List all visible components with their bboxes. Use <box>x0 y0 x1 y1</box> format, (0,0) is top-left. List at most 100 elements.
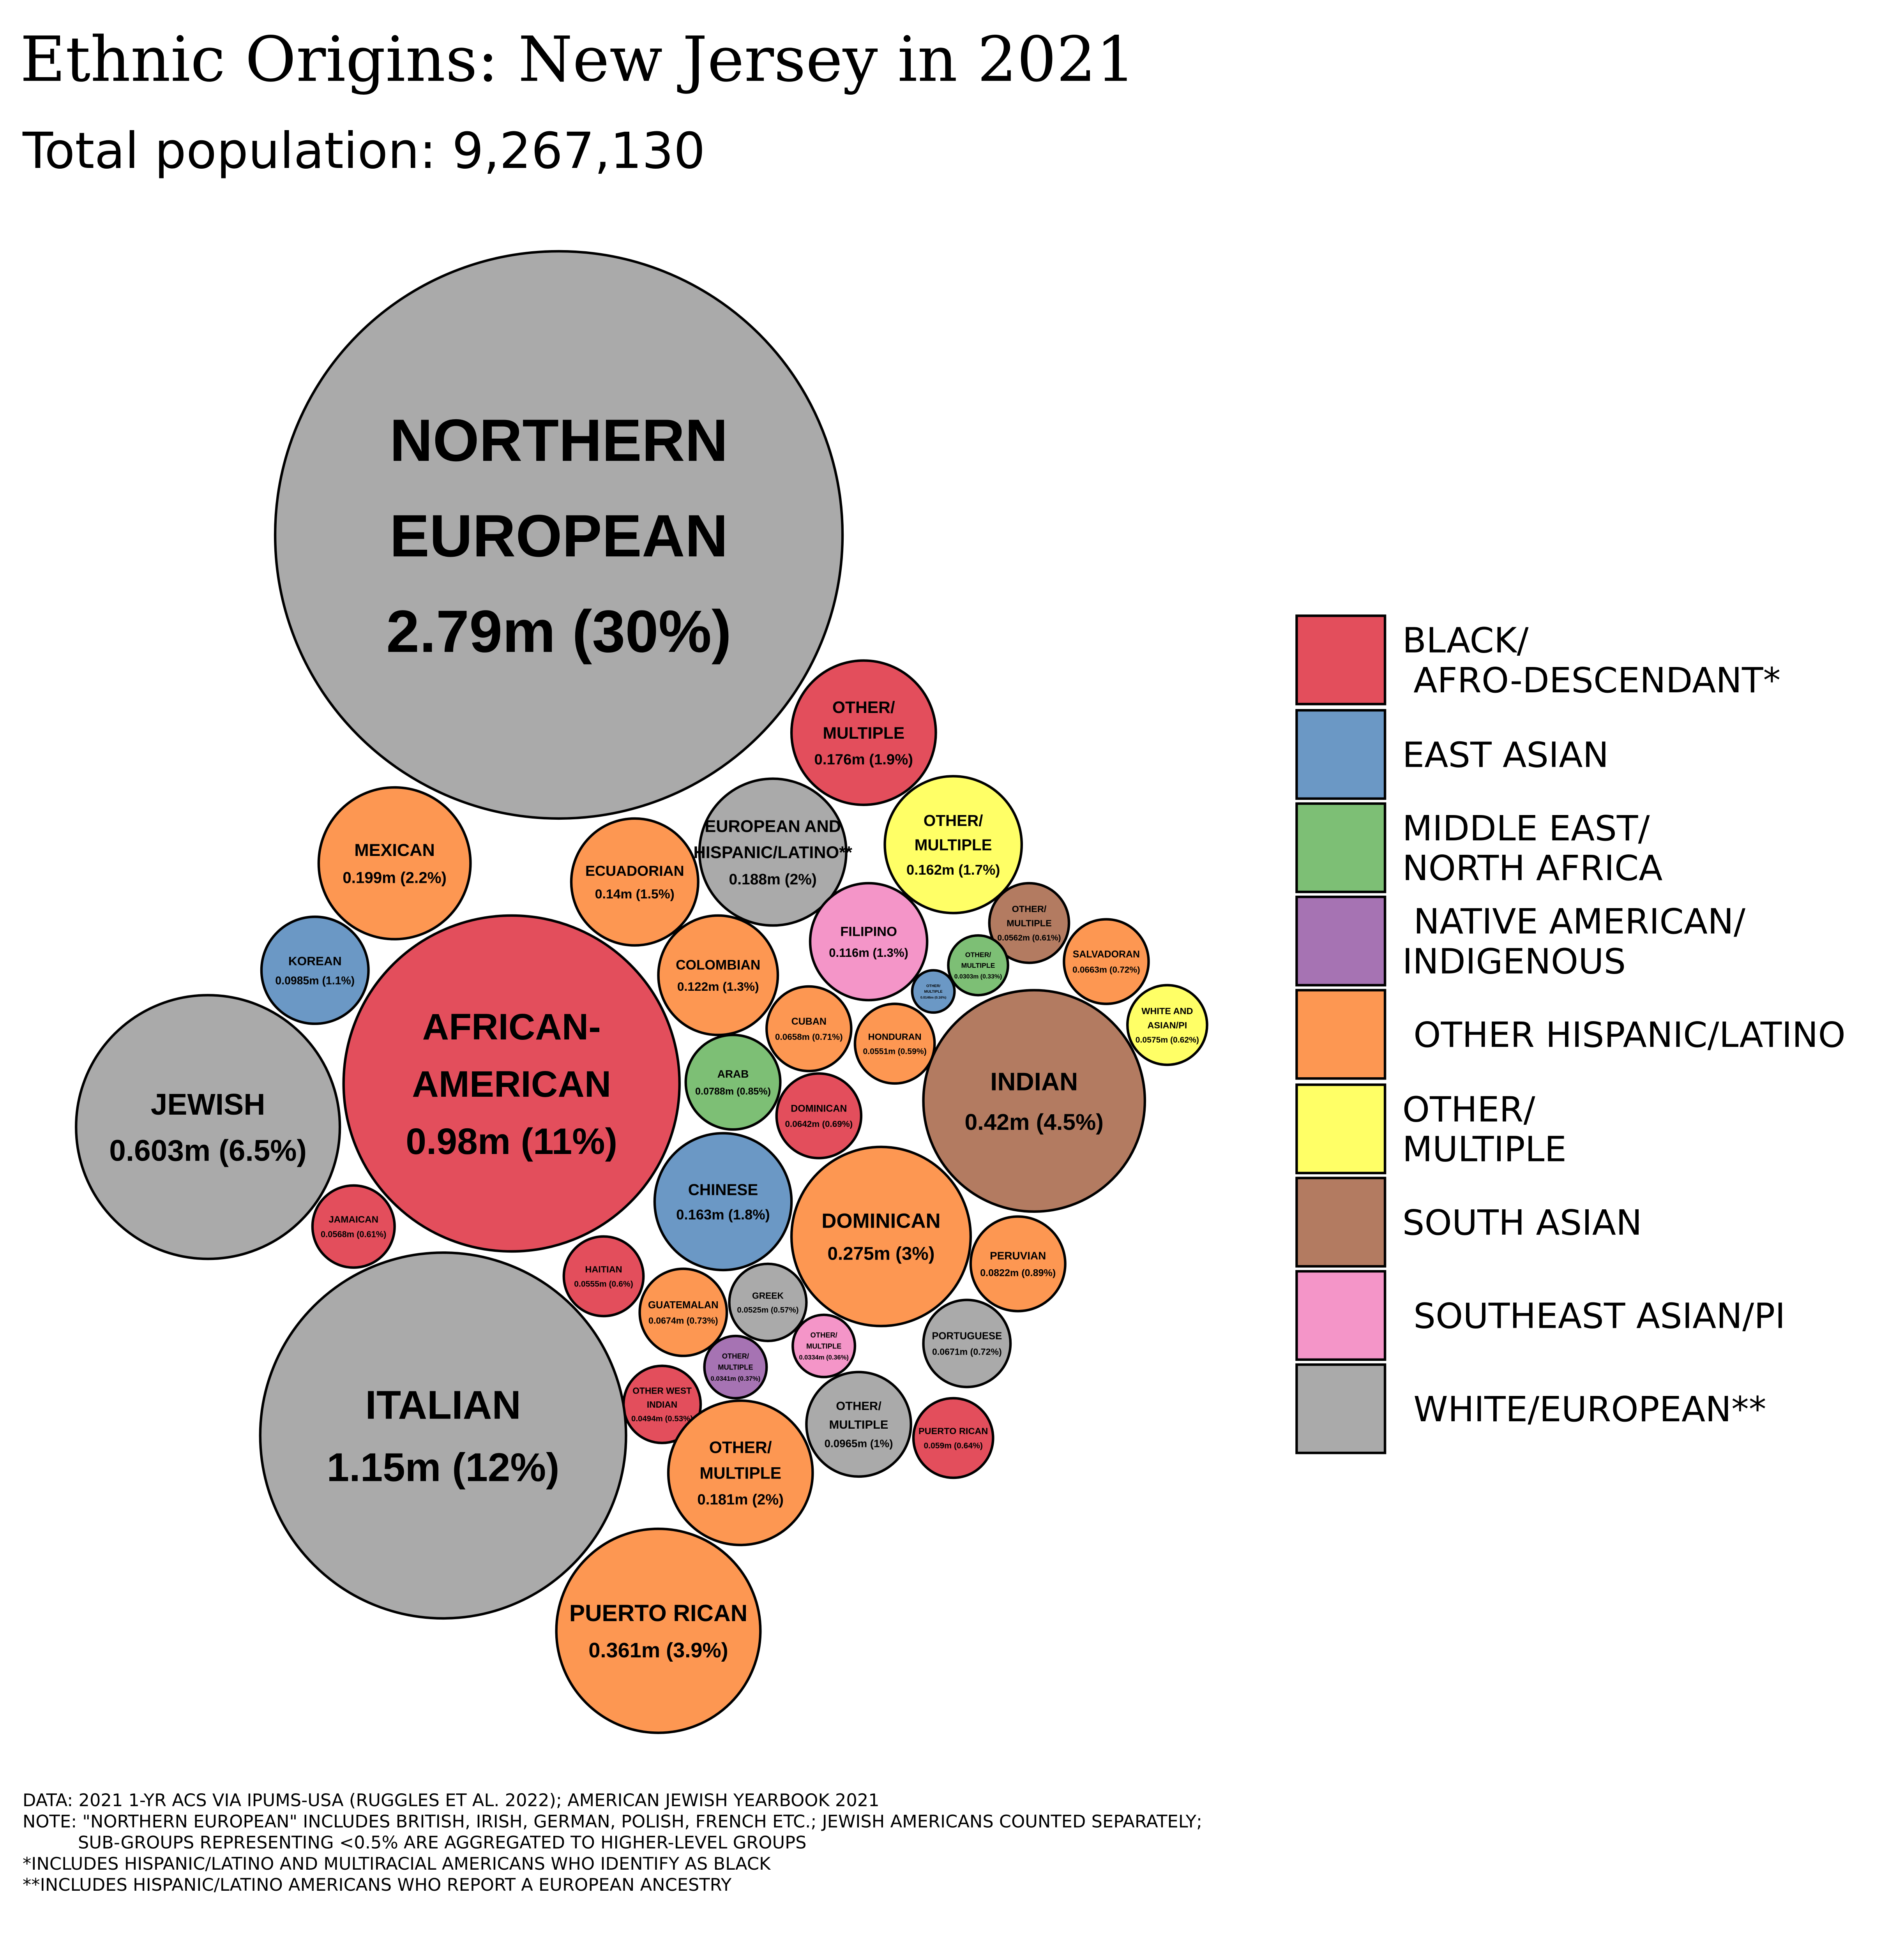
legend-label: INDIGENOUS <box>1402 941 1626 982</box>
legend-swatch <box>1295 895 1386 986</box>
bubble: OTHER WEST INDIAN 0.0494m (0.53%) <box>622 1364 702 1444</box>
legend-item-white: WHITE/EUROPEAN** <box>1295 1363 1766 1454</box>
legend-item-eastasian: EAST ASIAN <box>1295 709 1609 800</box>
bubble-circle <box>311 1184 396 1269</box>
bubble: EUROPEAN AND HISPANIC/LATINO** 0.188m (2%) <box>693 777 852 927</box>
bubble: DOMINICAN 0.0642m (0.69%) <box>775 1072 863 1159</box>
legend-item-native: NATIVE AMERICAN/INDIGENOUS <box>1295 895 1746 986</box>
bubble-name-label: OTHER/ <box>924 812 983 829</box>
legend-label: EAST ASIAN <box>1402 735 1609 775</box>
footnote: **INCLUDES HISPANIC/LATINO AMERICANS WHO… <box>23 1875 732 1895</box>
bubble-name-label: MEXICAN <box>354 840 435 860</box>
bubble-circle <box>988 882 1070 964</box>
bubble-value-label: 0.0822m (0.89%) <box>980 1268 1056 1279</box>
legend: BLACK/ AFRO-DESCENDANT* EAST ASIAN MIDDLE … <box>1295 614 1846 1454</box>
legend-label: SOUTHEAST ASIAN/PI <box>1402 1296 1786 1336</box>
footnote: DATA: 2021 1-YR ACS VIA IPUMS-USA (RUGGL… <box>23 1790 880 1810</box>
legend-label: SOUTH ASIAN <box>1402 1203 1642 1243</box>
bubble-value-label: 0.176m (1.9%) <box>814 751 913 768</box>
bubble-value-label: 0.162m (1.7%) <box>906 862 1000 878</box>
legend-item-black: BLACK/ AFRO-DESCENDANT* <box>1295 614 1780 706</box>
bubble-name-label: OTHER/ <box>965 951 991 959</box>
bubble-value-label: 0.98m (11%) <box>406 1121 617 1162</box>
bubble: ARAB 0.0788m (0.85%) <box>684 1034 782 1131</box>
bubble-value-label: 0.059m (0.64%) <box>924 1442 983 1450</box>
bubble-value-label: 0.14m (1.5%) <box>595 887 675 902</box>
bubble-name-label: GREEK <box>752 1290 784 1300</box>
chart-subtitle: Total population: 9,267,130 <box>22 122 705 180</box>
bubble-circle <box>775 1072 863 1159</box>
legend-label: BLACK/ <box>1402 621 1529 661</box>
bubble: GUATEMALAN 0.0674m (0.73%) <box>638 1267 728 1357</box>
bubble-circle <box>883 775 1023 914</box>
bubble-name-label: ASIAN/PI <box>1147 1020 1187 1030</box>
legend-label: WHITE/EUROPEAN** <box>1402 1389 1766 1430</box>
bubble-value-label: 0.603m (6.5%) <box>109 1135 307 1168</box>
bubble-value-label: 0.0658m (0.71%) <box>775 1032 843 1042</box>
legend-swatch <box>1295 802 1386 893</box>
bubble-name-label: PERUVIAN <box>990 1249 1046 1262</box>
bubble: HAITIAN 0.0555m (0.6%) <box>562 1235 645 1318</box>
bubble: SALVADORAN 0.0663m (0.72%) <box>1063 918 1150 1005</box>
bubble-name-label: HISPANIC/LATINO** <box>693 843 852 862</box>
bubble-circle <box>790 1145 972 1327</box>
bubble-value-label: 0.0788m (0.85%) <box>695 1086 771 1097</box>
bubble-name-label: MULTIPLE <box>961 962 995 969</box>
legend-swatch <box>1295 989 1386 1080</box>
bubble-name-label: COLOMBIAN <box>676 958 760 973</box>
bubble: PUERTO RICAN 0.059m (0.64%) <box>912 1397 994 1479</box>
bubble-circle <box>259 1251 627 1620</box>
bubble-value-label: 1.15m (12%) <box>327 1445 560 1490</box>
bubble-name-label: MULTIPLE <box>699 1464 781 1483</box>
bubble-name-label: OTHER/ <box>836 1399 881 1413</box>
bubble-value-label: 0.122m (1.3%) <box>677 979 759 993</box>
bubble-circle <box>911 969 956 1014</box>
bubble: OTHER/MULTIPLE 0.0965m (1%) <box>805 1371 912 1478</box>
bubble-circle <box>790 659 937 806</box>
bubble-name-label: HONDURAN <box>868 1032 922 1042</box>
bubble-name-label: OTHER/ <box>722 1352 749 1360</box>
bubble-name-label: ECUADORIAN <box>585 863 684 879</box>
bubble-value-label: 0.0341m (0.37%) <box>711 1375 761 1382</box>
bubble-circle <box>853 1002 936 1085</box>
bubble: WHITE AND ASIAN/PI 0.0575m (0.62%) <box>1126 984 1208 1066</box>
bubble-circle <box>555 1527 762 1734</box>
bubble-value-label: 0.0525m (0.57%) <box>737 1306 798 1315</box>
bubble-circle <box>922 989 1146 1213</box>
legend-label: OTHER HISPANIC/LATINO <box>1402 1015 1846 1055</box>
bubbles: NORTHERN EUROPEAN 2.79m (30%) OTHER/MULTIPL… <box>75 250 1208 1734</box>
bubble-name-label: MULTIPLE <box>924 990 943 994</box>
bubble-name-label: JAMAICAN <box>329 1214 378 1225</box>
bubble-value-label: 0.361m (3.9%) <box>588 1639 728 1662</box>
bubble-name-label: MULTIPLE <box>829 1418 888 1431</box>
bubble-value-label: 0.0575m (0.62%) <box>1136 1036 1199 1045</box>
bubble: DOMINICAN 0.275m (3%) <box>790 1145 972 1327</box>
bubble: JAMAICAN 0.0568m (0.61%) <box>311 1184 396 1269</box>
legend-label: AFRO-DESCENDANT* <box>1402 660 1780 701</box>
bubble-name-label: GUATEMALAN <box>648 1300 719 1311</box>
bubble-name-label: MULTIPLE <box>915 836 992 854</box>
bubble-circle <box>947 934 1009 997</box>
bubble: COLOMBIAN 0.122m (1.3%) <box>657 914 779 1036</box>
bubble-name-label: DOMINICAN <box>821 1210 940 1233</box>
bubble-value-label: 0.0674m (0.73%) <box>648 1316 718 1326</box>
bubble-name-label: ARAB <box>717 1068 749 1080</box>
bubble-value-label: 2.79m (30%) <box>386 598 731 665</box>
bubble-circle <box>75 994 341 1260</box>
bubble: PORTUGUESE 0.0671m (0.72%) <box>922 1299 1012 1389</box>
bubble-value-label: 0.0568m (0.61%) <box>321 1230 386 1239</box>
bubble-value-label: 0.42m (4.5%) <box>965 1110 1104 1135</box>
bubble-name-label: MULTIPLE <box>718 1363 753 1371</box>
bubble-name-label: WHITE AND <box>1141 1006 1193 1016</box>
bubble-name-label: INDIAN <box>647 1399 677 1410</box>
bubble: OTHER/MULTIPLE 0.0303m (0.33%) <box>947 934 1009 997</box>
bubble: ECUADORIAN 0.14m (1.5%) <box>570 817 699 947</box>
bubble-circle <box>728 1262 808 1343</box>
bubble-circle <box>805 1371 912 1478</box>
bubble-name-label: ITALIAN <box>365 1383 521 1427</box>
bubble-name-label: PORTUGUESE <box>932 1331 1002 1342</box>
bubble-circle <box>922 1299 1012 1389</box>
bubble-name-label: PUERTO RICAN <box>918 1426 988 1436</box>
legend-label: OTHER/ <box>1402 1089 1536 1130</box>
bubble: OTHER/MULTIPLE 0.0562m (0.61%) <box>988 882 1070 964</box>
